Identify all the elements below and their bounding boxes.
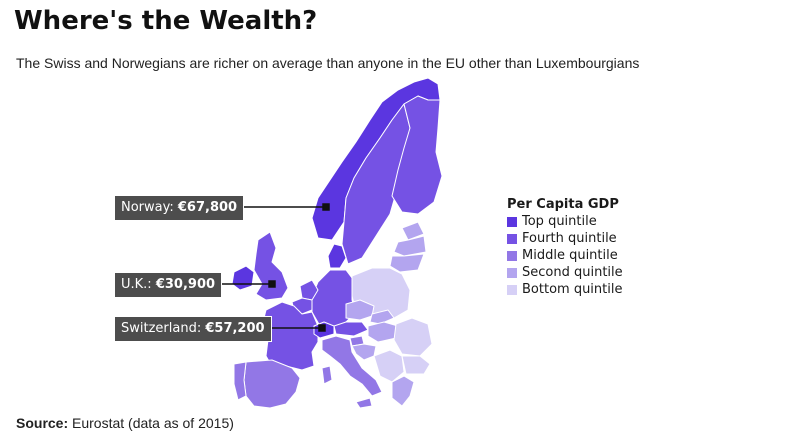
region-austria[interactable] <box>333 321 369 337</box>
source-text: Eurostat (data as of 2015) <box>72 415 234 431</box>
norway-marker <box>322 203 330 211</box>
region-lithuania[interactable] <box>389 253 425 273</box>
legend-item-bottom: Bottom quintile <box>507 281 623 298</box>
legend-item-top: Top quintile <box>507 213 623 230</box>
region-estonia[interactable] <box>401 221 425 241</box>
region-france[interactable] <box>261 301 319 371</box>
callout-uk: U.K.: €30,900 <box>114 272 223 298</box>
callout-norway: Norway: €67,800 <box>114 195 245 221</box>
page-title: Where's the Wealth? <box>14 6 318 36</box>
region-uk[interactable] <box>253 231 289 301</box>
legend-title: Per Capita GDP <box>507 197 619 212</box>
source-note: Source: Eurostat (data as of 2015) <box>16 415 234 431</box>
legend-label-fourth: Fourth quintile <box>522 231 617 246</box>
region-ireland[interactable] <box>231 265 255 291</box>
region-germany[interactable] <box>311 269 357 329</box>
legend-swatch-middle <box>507 250 517 261</box>
legend-label-middle: Middle quintile <box>522 248 618 263</box>
region-italy[interactable] <box>321 335 383 397</box>
region-denmark[interactable] <box>327 243 347 269</box>
region-bulgaria[interactable] <box>401 355 431 375</box>
legend-swatch-second <box>507 267 517 278</box>
legend-item-second: Second quintile <box>507 264 623 281</box>
legend-swatch-fourth <box>507 233 517 244</box>
region-greece[interactable] <box>391 375 415 407</box>
switzerland-marker <box>318 324 326 332</box>
legend-item-middle: Middle quintile <box>507 247 623 264</box>
source-label: Source: <box>16 415 69 431</box>
callout-uk-country: U.K.: <box>121 277 152 292</box>
legend-swatch-bottom <box>507 284 517 295</box>
legend-label-bottom: Bottom quintile <box>522 282 623 297</box>
callout-norway-country: Norway: <box>121 200 174 215</box>
region-latvia[interactable] <box>393 235 427 257</box>
callout-uk-value: €30,900 <box>155 277 216 292</box>
region-balkans[interactable] <box>373 349 405 383</box>
legend-label-second: Second quintile <box>522 265 623 280</box>
legend-label-top: Top quintile <box>522 214 597 229</box>
subtitle: The Swiss and Norwegians are richer on a… <box>16 55 640 71</box>
callout-switzerland-country: Switzerland: <box>121 321 202 336</box>
callout-switzerland: Switzerland: €57,200 <box>114 316 272 342</box>
uk-marker <box>268 280 276 288</box>
legend: Per Capita GDP Top quintile Fourth quint… <box>507 197 623 298</box>
region-netherlands[interactable] <box>299 279 319 301</box>
region-romania[interactable] <box>393 317 433 357</box>
region-sardinia[interactable] <box>321 365 333 385</box>
legend-swatch-top <box>507 216 517 227</box>
region-sicily[interactable] <box>355 397 373 409</box>
callout-switzerland-value: €57,200 <box>205 321 265 336</box>
region-finland[interactable] <box>391 95 443 215</box>
region-portugal[interactable] <box>233 361 247 401</box>
region-slovakia[interactable] <box>369 309 395 325</box>
callout-norway-value: €67,800 <box>177 200 238 215</box>
legend-item-fourth: Fourth quintile <box>507 230 623 247</box>
region-hungary[interactable] <box>367 321 399 343</box>
